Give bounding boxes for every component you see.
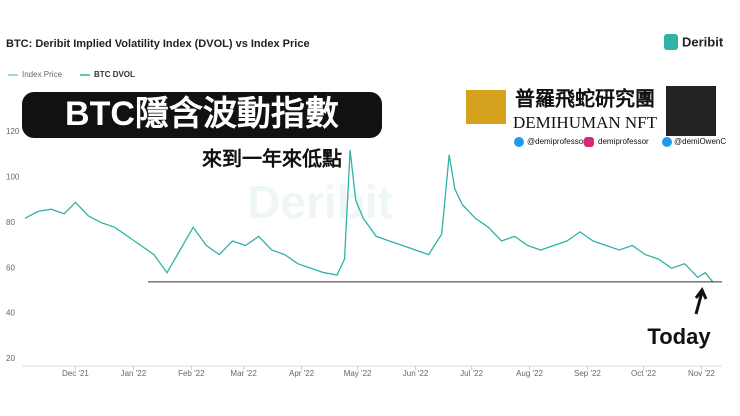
x-tick-label: Apr '22 xyxy=(289,369,315,378)
brand-icon xyxy=(664,34,678,50)
x-tick-label: Sep '22 xyxy=(574,369,601,378)
y-tick-label: 20 xyxy=(6,354,15,363)
x-tick-label: Jun '22 xyxy=(403,369,429,378)
y-tick-label: 100 xyxy=(6,173,20,182)
group-logo xyxy=(466,90,506,124)
instagram-icon xyxy=(584,137,594,147)
chart-title: BTC: Deribit Implied Volatility Index (D… xyxy=(6,38,310,50)
x-tick-label: Dec '21 xyxy=(62,369,89,378)
overlay-subtitle: 來到一年來低點 xyxy=(202,146,342,170)
y-tick-label: 80 xyxy=(6,218,15,227)
overlay-group: 普羅飛蛇研究團 xyxy=(515,86,655,110)
x-tick-label: Mar '22 xyxy=(230,369,257,378)
x-tick-label: Aug '22 xyxy=(516,369,543,378)
x-tick-label: Jul '22 xyxy=(460,369,483,378)
watermark: Deribit xyxy=(247,176,393,228)
handle: @demiOwenC xyxy=(674,137,726,146)
avatar xyxy=(666,86,716,136)
overlay-title: BTC隱含波動指數 xyxy=(65,95,339,133)
x-tick-label: Nov '22 xyxy=(688,369,715,378)
handle: demiprofessor xyxy=(598,137,649,146)
y-tick-label: 60 xyxy=(6,263,15,272)
handle: @demiprofessor xyxy=(527,137,586,146)
twitter-icon xyxy=(514,137,524,147)
overlay-nft: DEMIHUMAN NFT xyxy=(513,113,658,132)
series-line xyxy=(24,150,714,283)
y-tick-label: 40 xyxy=(6,309,15,318)
legend-label: Index Price xyxy=(22,70,63,79)
annotation: Today xyxy=(647,324,711,349)
x-tick-label: Feb '22 xyxy=(178,369,205,378)
twitter-icon xyxy=(662,137,672,147)
brand: Deribit xyxy=(682,34,724,49)
x-tick-label: Jan '22 xyxy=(121,369,147,378)
x-tick-label: May '22 xyxy=(344,369,372,378)
overlay-title-box xyxy=(22,92,382,138)
today-arrow xyxy=(694,287,708,315)
x-tick-label: Oct '22 xyxy=(631,369,657,378)
y-tick-label: 120 xyxy=(6,127,20,136)
legend-label: BTC DVOL xyxy=(94,70,135,79)
